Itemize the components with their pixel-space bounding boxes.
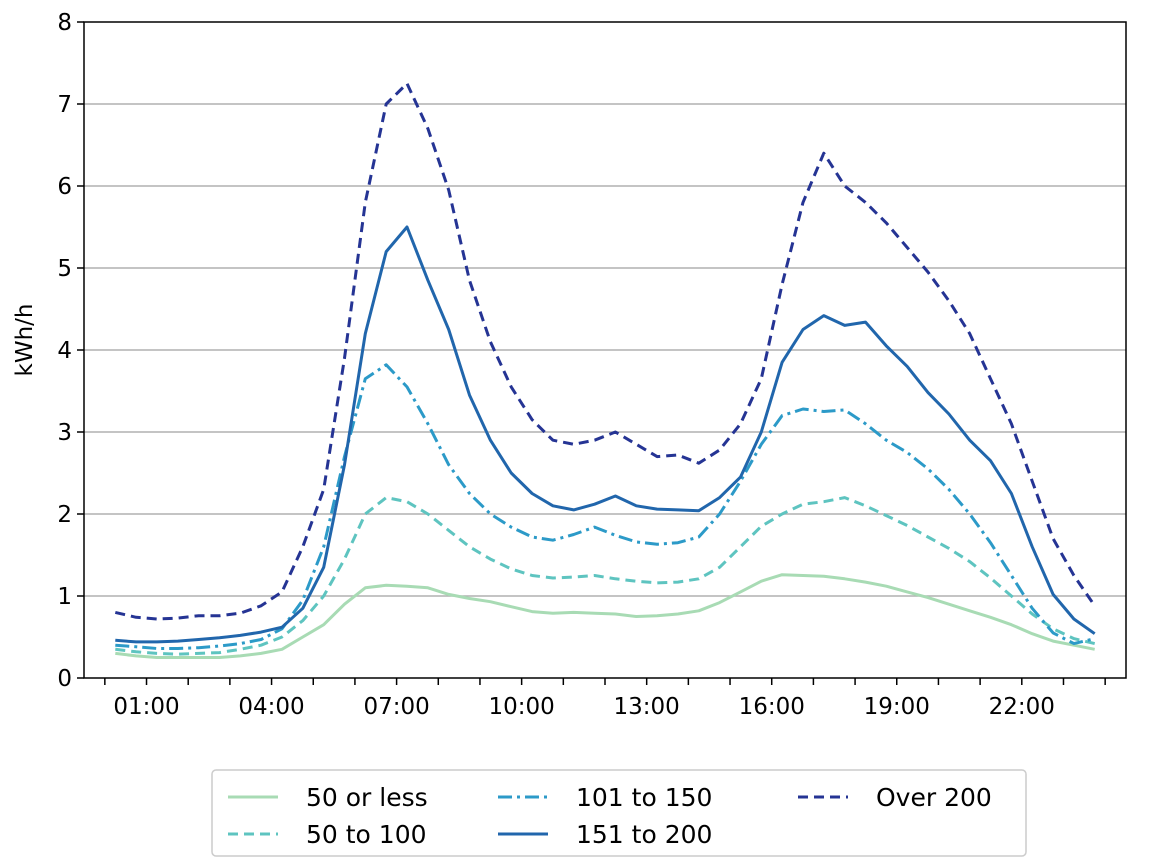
y-tick-label: 0 (57, 666, 72, 692)
x-tick-label: 01:00 (113, 694, 179, 720)
y-tick-label: 7 (57, 92, 72, 118)
y-axis-label: kWh/h (12, 304, 38, 377)
y-tick-label: 4 (57, 338, 72, 364)
legend-label-4: 151 to 200 (576, 820, 712, 849)
gridlines (84, 103, 1126, 597)
series-line-4 (115, 225, 1096, 644)
x-tick-label: 13:00 (614, 694, 680, 720)
legend-label-3: 101 to 150 (576, 783, 712, 812)
legend-label-1: 50 or less (306, 783, 428, 812)
y-axis-ticks: 0 1 2 3 4 5 6 7 8 (57, 10, 84, 692)
x-tick-label: 04:00 (238, 694, 304, 720)
y-tick-label: 3 (57, 420, 72, 446)
y-tick-label: 2 (57, 502, 72, 528)
y-tick-label: 6 (57, 174, 72, 200)
y-tick-label: 8 (57, 10, 72, 36)
series-line-5 (114, 82, 1096, 621)
x-tick-label: 16:00 (739, 694, 805, 720)
x-tick-label: 22:00 (989, 694, 1055, 720)
legend-label-5: Over 200 (876, 783, 992, 812)
legend: 50 or less 50 to 100 101 to 150 151 to 200 O… (211, 769, 1027, 857)
series-line-3 (115, 363, 1096, 650)
legend-box (211, 769, 1027, 857)
x-tick-label: 07:00 (363, 694, 429, 720)
x-tick-label: 19:00 (864, 694, 930, 720)
x-tick-label: 10:00 (488, 694, 554, 720)
series-line-2 (115, 496, 1096, 656)
series-line-1 (115, 573, 1095, 659)
y-tick-label: 1 (57, 584, 72, 610)
x-axis-ticks: 01:00 04:00 07:00 10:00 13:00 16:00 19:00 22:00 (104, 678, 1106, 720)
legend-label-2: 50 to 100 (306, 820, 427, 849)
y-tick-label: 5 (57, 256, 72, 282)
series-lines (114, 82, 1096, 659)
